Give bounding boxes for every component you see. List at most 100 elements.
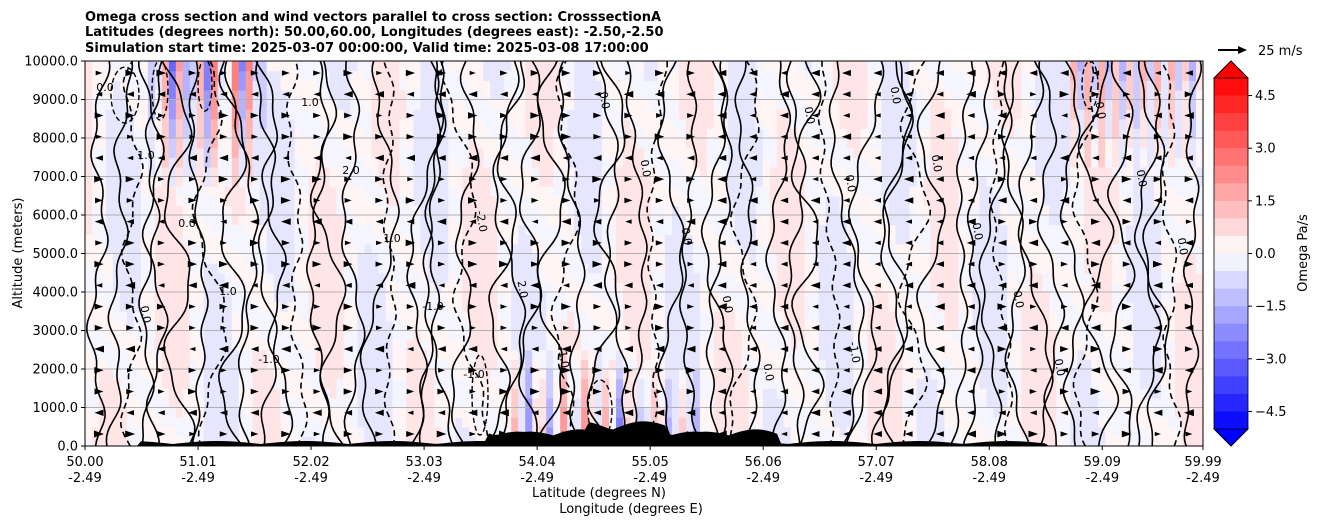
omega-cell — [630, 417, 638, 428]
omega-cell — [105, 157, 114, 168]
omega-cell — [951, 311, 960, 322]
omega-cell — [378, 109, 387, 120]
omega-cell — [602, 407, 610, 418]
omega-cell — [196, 243, 205, 255]
omega-cell — [567, 311, 575, 322]
omega-cell — [476, 272, 484, 283]
omega-cell — [385, 378, 394, 389]
omega-cell — [783, 253, 792, 264]
omega-cell — [105, 186, 114, 197]
omega-cell — [217, 186, 226, 197]
omega-cell — [902, 224, 911, 235]
omega-cell — [818, 359, 827, 370]
omega-cell — [595, 128, 603, 139]
omega-cell — [874, 138, 883, 149]
omega-cell — [811, 118, 820, 129]
omega-cell — [350, 417, 359, 428]
omega-cell — [776, 340, 785, 351]
omega-cell — [476, 234, 484, 245]
omega-cell — [609, 89, 617, 101]
omega-cell — [364, 407, 373, 418]
omega-cell — [392, 99, 401, 110]
omega-cell — [420, 195, 428, 206]
omega-cell — [783, 61, 792, 72]
omega-cell — [476, 128, 484, 139]
omega-cell — [825, 176, 834, 187]
omega-cell — [147, 176, 156, 187]
omega-cell — [930, 407, 939, 418]
omega-cell — [650, 109, 659, 120]
omega-cell — [511, 61, 519, 72]
omega-cell — [581, 330, 589, 341]
omega-cell — [825, 388, 834, 399]
omega-cell — [909, 186, 918, 197]
omega-cell — [818, 147, 827, 158]
omega-cell — [357, 80, 366, 91]
omega-cell — [287, 61, 296, 72]
omega-cell — [371, 166, 380, 178]
omega-cell — [874, 205, 883, 216]
omega-cell — [664, 320, 673, 332]
omega-cell — [245, 359, 254, 370]
omega-cell — [371, 417, 380, 428]
omega-cell — [231, 417, 240, 428]
omega-cell — [853, 369, 862, 380]
omega-cell — [650, 369, 659, 380]
omega-cell — [462, 301, 470, 312]
omega-cell — [616, 99, 624, 110]
omega-cell — [231, 147, 240, 158]
omega-cell — [203, 138, 212, 149]
omega-cell — [105, 138, 114, 149]
omega-cell — [427, 301, 435, 312]
omega-cell — [420, 282, 428, 293]
omega-cell — [657, 349, 666, 360]
omega-cell — [497, 340, 505, 351]
omega-cell — [588, 243, 596, 255]
omega-cell — [930, 388, 939, 399]
omega-cell — [483, 320, 491, 332]
omega-cell — [350, 378, 359, 389]
omega-cell — [818, 349, 827, 360]
omega-cell — [846, 359, 855, 370]
omega-cell — [490, 272, 498, 283]
omega-cell — [203, 243, 212, 255]
omega-cell — [210, 186, 219, 197]
omega-cell — [259, 349, 268, 360]
omega-cell — [343, 99, 352, 110]
omega-cell — [399, 359, 408, 370]
omega-cell — [133, 407, 142, 418]
omega-cell — [189, 253, 198, 264]
omega-cell — [797, 407, 806, 418]
omega-cell — [650, 378, 659, 389]
omega-cell — [476, 330, 484, 341]
omega-cell — [301, 109, 310, 120]
omega-cell — [133, 138, 142, 149]
omega-cell — [602, 311, 610, 322]
omega-cell — [867, 407, 876, 418]
omega-cell — [504, 292, 512, 303]
omega-cell — [678, 157, 687, 168]
omega-cell — [504, 89, 512, 101]
omega-cell — [741, 272, 750, 283]
omega-cell — [518, 311, 526, 322]
omega-cell — [595, 109, 603, 120]
omega-cell — [217, 61, 226, 72]
omega-cell — [944, 407, 953, 418]
omega-cell — [413, 147, 421, 158]
omega-cell — [853, 282, 862, 293]
omega-cell — [574, 253, 582, 264]
omega-cell — [692, 166, 701, 178]
omega-cell — [616, 359, 624, 370]
omega-cell — [734, 166, 743, 178]
omega-cell — [881, 243, 890, 255]
omega-cell — [343, 138, 352, 149]
omega-cell — [448, 215, 456, 226]
omega-cell — [105, 359, 114, 370]
omega-cell — [664, 224, 673, 235]
omega-cell — [469, 205, 477, 216]
omega-cell — [699, 388, 708, 399]
omega-cell — [147, 99, 156, 110]
omega-cell — [664, 359, 673, 370]
omega-cell — [301, 157, 310, 168]
omega-cell — [350, 234, 359, 245]
